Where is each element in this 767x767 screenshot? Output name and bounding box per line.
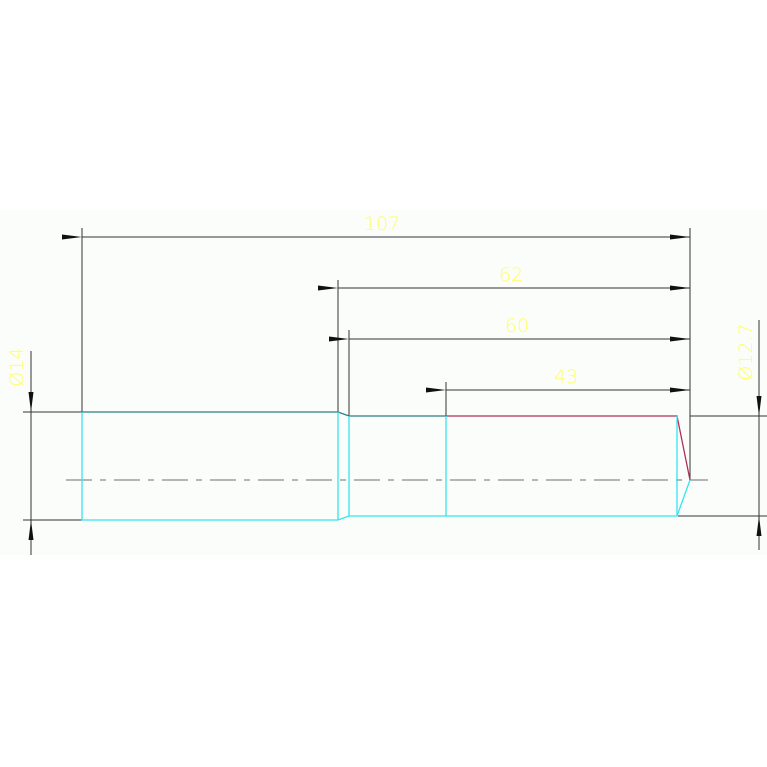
diameter-text-12-7: Ø12.7 <box>735 323 757 380</box>
dimension-text-62: 62 <box>499 264 523 286</box>
dimension-text-43: 43 <box>554 366 578 388</box>
diameter-text-14: Ø14 <box>6 347 28 386</box>
dimension-text-107: 107 <box>364 213 400 235</box>
dimension-text-60: 60 <box>505 315 529 337</box>
drawing-area <box>0 210 767 555</box>
shaft-outline <box>81 411 691 521</box>
